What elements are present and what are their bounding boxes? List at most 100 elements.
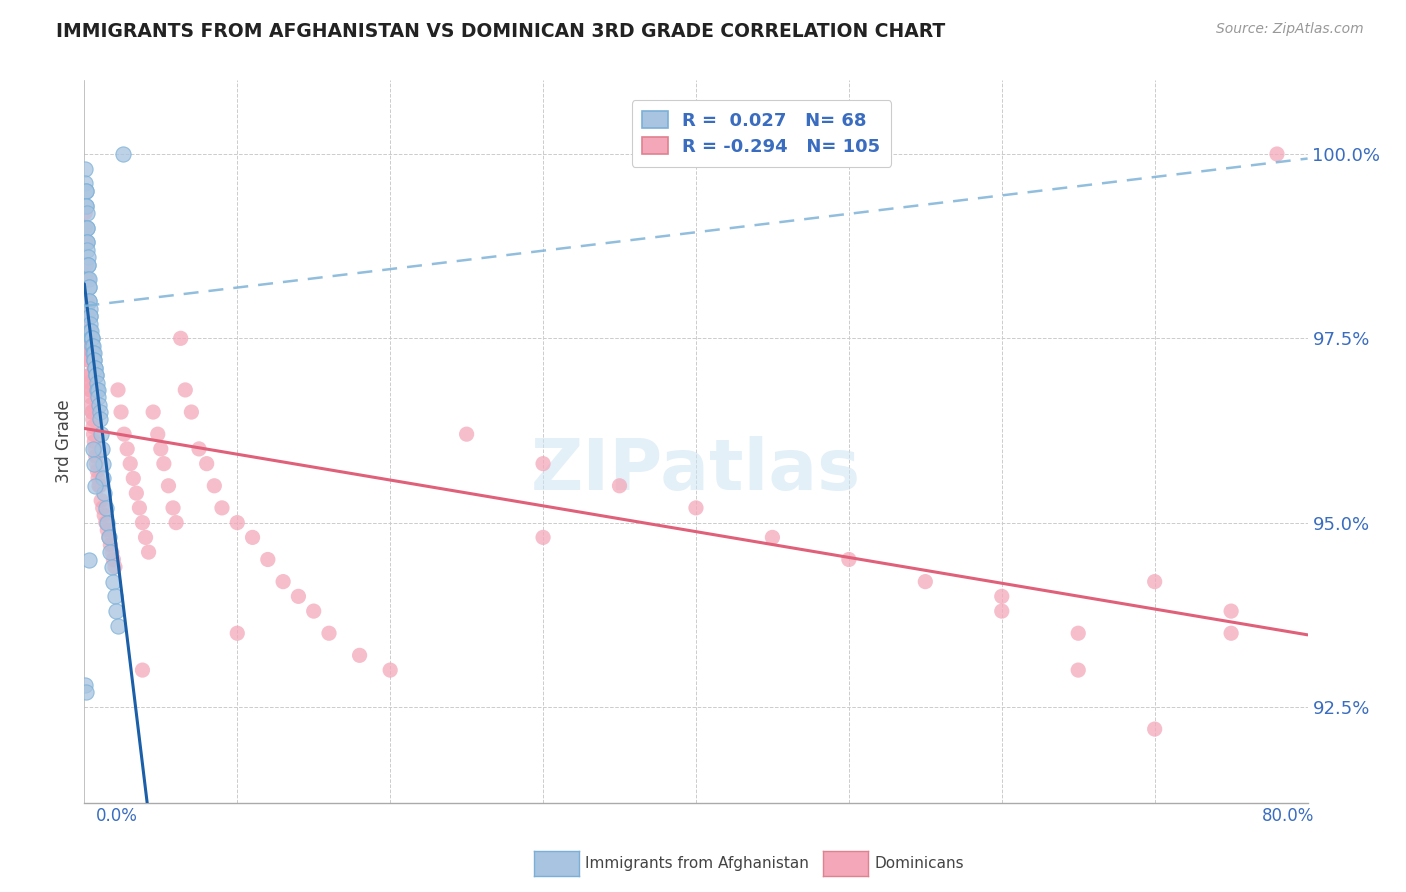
Point	[242, 530, 264, 544]
Point	[112, 427, 135, 442]
Point	[83, 434, 105, 449]
Point	[349, 648, 371, 663]
Point	[111, 147, 134, 161]
Point	[93, 486, 115, 500]
Point	[93, 508, 115, 523]
Point	[149, 442, 172, 456]
Point	[93, 471, 115, 485]
Point	[76, 309, 98, 323]
Point	[84, 479, 107, 493]
Point	[104, 590, 127, 604]
Point	[115, 442, 138, 456]
Text: Dominicans: Dominicans	[875, 856, 965, 871]
Point	[271, 574, 294, 589]
Point	[77, 294, 100, 309]
Point	[82, 339, 104, 353]
Point	[76, 258, 98, 272]
Point	[77, 346, 100, 360]
Point	[77, 331, 100, 345]
Text: Immigrants from Afghanistan: Immigrants from Afghanistan	[585, 856, 808, 871]
Y-axis label: 3rd Grade: 3rd Grade	[55, 400, 73, 483]
Point	[75, 685, 97, 699]
Point	[103, 574, 125, 589]
Point	[77, 353, 100, 368]
Point	[76, 220, 98, 235]
Point	[86, 457, 108, 471]
Point	[75, 199, 97, 213]
Point	[991, 590, 1014, 604]
Point	[80, 383, 103, 397]
Point	[211, 500, 233, 515]
Point	[838, 552, 860, 566]
Point	[101, 545, 124, 559]
Point	[120, 457, 142, 471]
Point	[76, 272, 98, 286]
Point	[125, 486, 148, 500]
Point	[105, 604, 128, 618]
Point	[165, 516, 187, 530]
Point	[128, 500, 150, 515]
Point	[89, 412, 111, 426]
Point	[76, 250, 98, 264]
Point	[1067, 663, 1090, 677]
Point	[75, 220, 97, 235]
Point	[75, 184, 97, 198]
Point	[131, 516, 153, 530]
Point	[76, 272, 98, 286]
Point	[226, 516, 249, 530]
Point	[76, 309, 98, 323]
Point	[82, 339, 104, 353]
Point	[142, 405, 165, 419]
Point	[77, 353, 100, 368]
Point	[90, 427, 112, 442]
Point	[226, 626, 249, 640]
Point	[83, 457, 105, 471]
Point	[101, 560, 124, 574]
Point	[79, 376, 101, 390]
Point	[162, 500, 184, 515]
Point	[456, 427, 478, 442]
Point	[75, 177, 97, 191]
Point	[82, 412, 104, 426]
Point	[89, 479, 111, 493]
Point	[174, 383, 197, 397]
Point	[195, 457, 218, 471]
Point	[79, 324, 101, 338]
Point	[1067, 626, 1090, 640]
Point	[75, 678, 97, 692]
Point	[83, 346, 105, 360]
Point	[84, 360, 107, 375]
Point	[135, 530, 157, 544]
Point	[1220, 604, 1243, 618]
Point	[76, 294, 98, 309]
Point	[914, 574, 936, 589]
Point	[531, 457, 554, 471]
Point	[77, 346, 100, 360]
Point	[86, 464, 108, 478]
Point	[380, 663, 402, 677]
Point	[76, 324, 98, 338]
Text: Source: ZipAtlas.com: Source: ZipAtlas.com	[1216, 22, 1364, 37]
Point	[609, 479, 631, 493]
Point	[76, 206, 98, 220]
Point	[122, 471, 145, 485]
Point	[94, 500, 117, 515]
Point	[188, 442, 211, 456]
Point	[76, 301, 98, 316]
Point	[80, 398, 103, 412]
Point	[98, 545, 121, 559]
Point	[202, 479, 225, 493]
Point	[97, 530, 120, 544]
Point	[82, 442, 104, 456]
Point	[82, 346, 104, 360]
Legend: R =  0.027   N= 68, R = -0.294   N= 105: R = 0.027 N= 68, R = -0.294 N= 105	[631, 100, 891, 167]
Point	[76, 235, 98, 250]
Point	[79, 368, 101, 383]
Point	[76, 294, 98, 309]
Point	[77, 272, 100, 286]
Point	[87, 398, 110, 412]
Point	[84, 450, 107, 464]
Point	[77, 258, 100, 272]
Point	[75, 235, 97, 250]
Point	[91, 442, 114, 456]
